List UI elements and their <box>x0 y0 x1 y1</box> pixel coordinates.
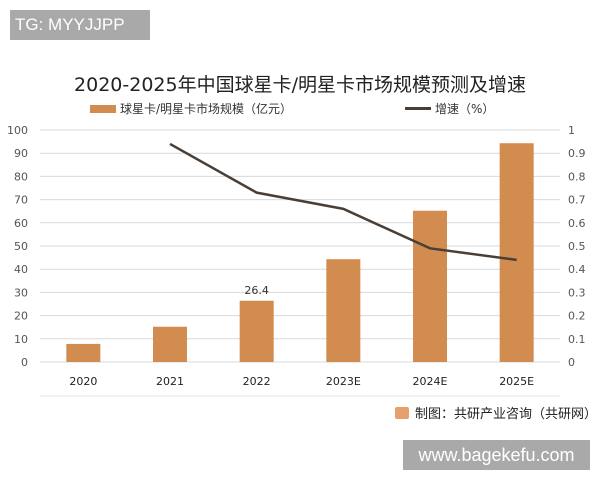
y-left-tick: 20 <box>14 310 28 323</box>
legend-item-bar: 球星卡/明星卡市场规模（亿元） <box>90 100 292 117</box>
y-left-tick: 100 <box>7 124 28 137</box>
y-right-tick: 0.4 <box>568 263 586 276</box>
y-right-tick: 0.2 <box>568 310 586 323</box>
bar <box>413 210 447 362</box>
y-right-tick: 0.5 <box>568 240 586 253</box>
source-logo-icon <box>395 406 409 419</box>
watermark-bottom: www.bagekefu.com <box>403 440 590 470</box>
y-left-tick: 0 <box>21 356 28 369</box>
legend: 球星卡/明星卡市场规模（亿元） 增速（%） <box>0 100 600 120</box>
y-right-tick: 0.9 <box>568 147 586 160</box>
y-right-tick: 0.6 <box>568 217 586 230</box>
x-tick: 2024E <box>413 375 448 388</box>
x-tick: 2021 <box>156 375 184 388</box>
chart-title: 2020-2025年中国球星卡/明星卡市场规模预测及增速 <box>74 74 526 96</box>
y-right-tick: 0 <box>568 356 575 369</box>
y-left-tick: 40 <box>14 263 28 276</box>
legend-label-bar: 球星卡/明星卡市场规模（亿元） <box>120 102 293 116</box>
y-left-tick: 10 <box>14 333 28 346</box>
y-right-tick: 1 <box>568 124 575 137</box>
watermark-top: TG: MYYJJPP <box>10 10 150 40</box>
bar <box>499 143 534 362</box>
bar <box>153 326 187 362</box>
growth-line <box>169 142 517 262</box>
bar-swatch-icon <box>90 104 116 113</box>
x-tick: 2022 <box>243 375 271 388</box>
y-right-tick: 0.3 <box>568 286 586 299</box>
bar <box>326 259 361 362</box>
y-right-tick: 0.7 <box>568 194 586 207</box>
bar <box>239 300 274 362</box>
source-note: 制图：共研产业咨询（共研网） <box>395 403 597 422</box>
y-left-tick: 90 <box>14 147 28 160</box>
y-right-tick: 0.8 <box>568 170 586 183</box>
y-left-tick: 50 <box>14 240 28 253</box>
source-text: 制图：共研产业咨询（共研网） <box>415 407 598 422</box>
y-left-tick: 60 <box>14 217 28 230</box>
x-tick: 2023E <box>326 375 361 388</box>
x-tick: 2020 <box>69 375 97 388</box>
x-tick: 2025E <box>499 375 534 388</box>
legend-label-line: 增速（%） <box>435 102 495 116</box>
bar <box>66 343 101 362</box>
y-right-tick: 0.1 <box>568 333 586 346</box>
y-left-tick: 80 <box>14 170 28 183</box>
data-label: 26.4 <box>244 284 269 297</box>
y-left-tick: 70 <box>14 194 28 207</box>
legend-item-line: 增速（%） <box>405 100 494 117</box>
line-swatch-icon <box>405 107 431 110</box>
y-left-tick: 30 <box>14 286 28 299</box>
